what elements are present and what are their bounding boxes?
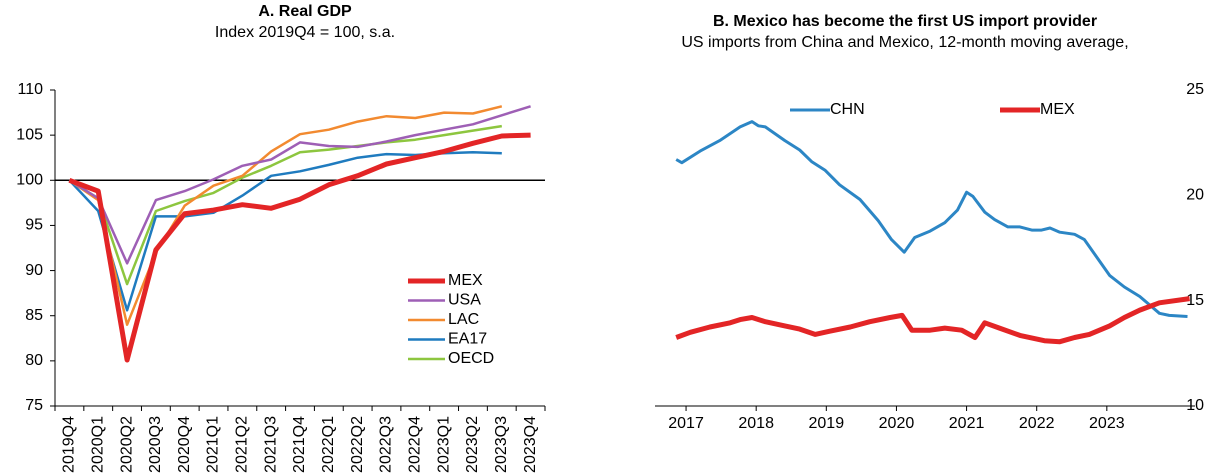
x-tick-label: 2022 (1019, 415, 1055, 432)
x-tick-label: 2023 (1089, 415, 1125, 432)
x-tick-label: 2019Q4 (61, 416, 78, 473)
y-tick-label: 25 (1186, 81, 1204, 98)
legend-label: MEX (448, 272, 483, 289)
series-line (68, 105, 531, 265)
x-tick-label: 2021Q2 (234, 416, 251, 473)
legend-label: EA17 (448, 331, 487, 348)
legend-label: MEX (1040, 101, 1075, 118)
legend-label: USA (448, 292, 481, 309)
x-tick-label: 2020Q3 (147, 416, 164, 473)
x-tick-label: 2022Q2 (349, 416, 366, 473)
y-tick-label: 75 (25, 397, 43, 414)
chart-title: B. Mexico has become the first US import… (713, 13, 1097, 30)
y-tick-label: 85 (25, 307, 43, 324)
y-tick-label: 80 (25, 352, 43, 369)
x-tick-label: 2020 (879, 415, 915, 432)
x-tick-label: 2020Q4 (176, 416, 193, 473)
x-tick-label: 2023Q2 (464, 416, 481, 473)
x-tick-label: 2021Q1 (205, 416, 222, 473)
chart-subtitle: Index 2019Q4 = 100, s.a. (215, 24, 395, 41)
x-tick-label: 2021Q3 (262, 416, 279, 473)
x-tick-label: 2018 (738, 415, 774, 432)
legend-label: CHN (830, 101, 865, 118)
y-tick-label: 10 (1186, 397, 1204, 414)
x-tick-label: 2021Q4 (291, 416, 308, 473)
series-line (675, 120, 1188, 318)
y-tick-label: 90 (25, 262, 43, 279)
x-tick-label: 2020Q1 (89, 416, 106, 473)
y-tick-label: 110 (17, 81, 43, 98)
series-line (675, 296, 1190, 345)
chart-title: A. Real GDP (258, 3, 352, 20)
x-tick-label: 2023Q3 (493, 416, 510, 473)
chart-subtitle: US imports from China and Mexico, 12-mon… (681, 34, 1128, 51)
y-tick-label: 20 (1186, 187, 1204, 204)
y-tick-label: 100 (16, 172, 43, 189)
x-tick-label: 2021 (949, 415, 985, 432)
y-tick-label: 15 (1186, 292, 1204, 309)
legend-label: LAC (448, 311, 479, 328)
series-line (68, 151, 502, 312)
y-tick-label: 95 (25, 217, 43, 234)
x-tick-label: 2019 (809, 415, 845, 432)
x-tick-label: 2022Q1 (320, 416, 337, 473)
x-tick-label: 2023Q1 (435, 416, 452, 473)
series-line (68, 124, 502, 286)
y-tick-label: 105 (16, 126, 43, 143)
x-tick-label: 2017 (668, 415, 704, 432)
series-line (68, 105, 503, 326)
x-tick-label: 2023Q4 (522, 416, 539, 473)
legend-label: OECD (448, 350, 494, 367)
x-tick-label: 2020Q2 (118, 416, 135, 473)
x-tick-label: 2022Q4 (407, 416, 424, 473)
x-tick-label: 2022Q3 (378, 416, 395, 473)
series-line (68, 132, 531, 363)
